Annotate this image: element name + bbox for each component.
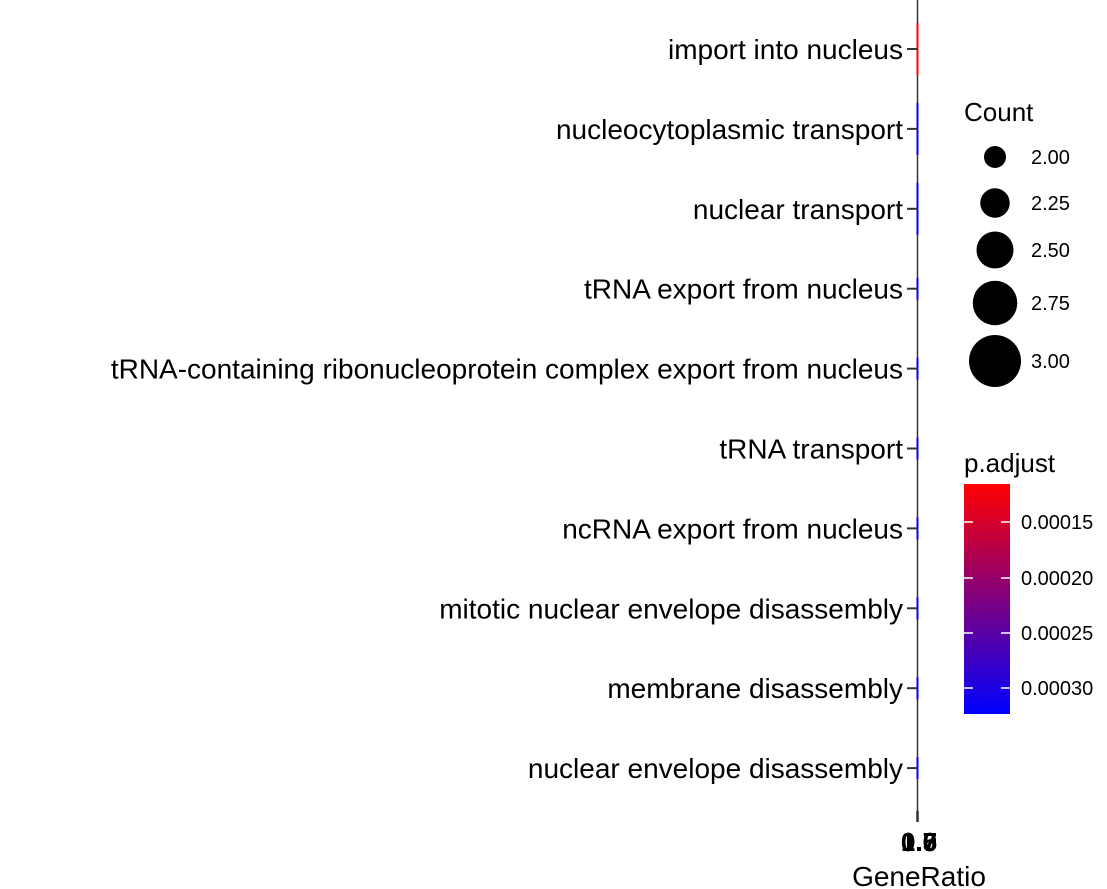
- padjust-legend-label: 0.00020: [1021, 568, 1093, 590]
- count-legend-label: 2.50: [1031, 240, 1070, 262]
- count-legend-label: 2.25: [1031, 193, 1070, 215]
- y-axis-label: mitotic nuclear envelope disassembly: [439, 593, 903, 624]
- count-legend-key: [984, 146, 1006, 168]
- y-axis-label: nuclear envelope disassembly: [528, 753, 903, 784]
- y-axis-label: nucleocytoplasmic transport: [556, 114, 903, 145]
- padjust-legend-label: 0.00025: [1021, 623, 1093, 645]
- x-axis-tick-label: 1.0: [901, 827, 937, 857]
- count-legend-label: 2.75: [1031, 293, 1070, 315]
- padjust-legend-title: p.adjust: [964, 448, 1056, 478]
- count-legend: Count 2.00 2.25 2.50 2.75 3.00: [964, 97, 1070, 387]
- padjust-legend: p.adjust 0.00015 0.00020 0.00025 0.00030: [964, 448, 1093, 714]
- count-legend-key: [972, 280, 1018, 326]
- count-legend-label: 2.00: [1031, 147, 1070, 169]
- y-axis-label: import into nucleus: [668, 34, 903, 65]
- padjust-legend-label: 0.00015: [1021, 512, 1093, 534]
- x-axis-tick-label: 0.0: [901, 827, 937, 857]
- count-legend-key: [969, 335, 1021, 387]
- x-axis-tick-label: 0.7: [901, 827, 937, 857]
- y-axis-label: tRNA transport: [719, 434, 903, 465]
- y-axis-label: tRNA export from nucleus: [584, 274, 903, 305]
- x-axis-tick-label: 0.5: [901, 827, 937, 857]
- count-legend-label: 3.00: [1031, 351, 1070, 373]
- y-axis-label: membrane disassembly: [607, 673, 903, 704]
- x-axis-title: GeneRatio: [852, 861, 986, 889]
- count-legend-key: [976, 231, 1014, 269]
- count-legend-title: Count: [964, 97, 1034, 127]
- y-axis-ticks: [907, 48, 918, 770]
- y-axis-labels: import into nucleus nucleocytoplasmic tra…: [111, 34, 903, 784]
- count-legend-key: [980, 188, 1010, 218]
- y-axis-label: tRNA-containing ribonucleoprotein comple…: [111, 354, 903, 385]
- x-axis-tick-labels: 1.00.50.00.7: [901, 827, 937, 857]
- y-axis-label: ncRNA export from nucleus: [562, 513, 903, 544]
- padjust-colorbar: [964, 484, 1010, 714]
- y-axis-label: nuclear transport: [693, 194, 903, 225]
- padjust-legend-label: 0.00030: [1021, 678, 1093, 700]
